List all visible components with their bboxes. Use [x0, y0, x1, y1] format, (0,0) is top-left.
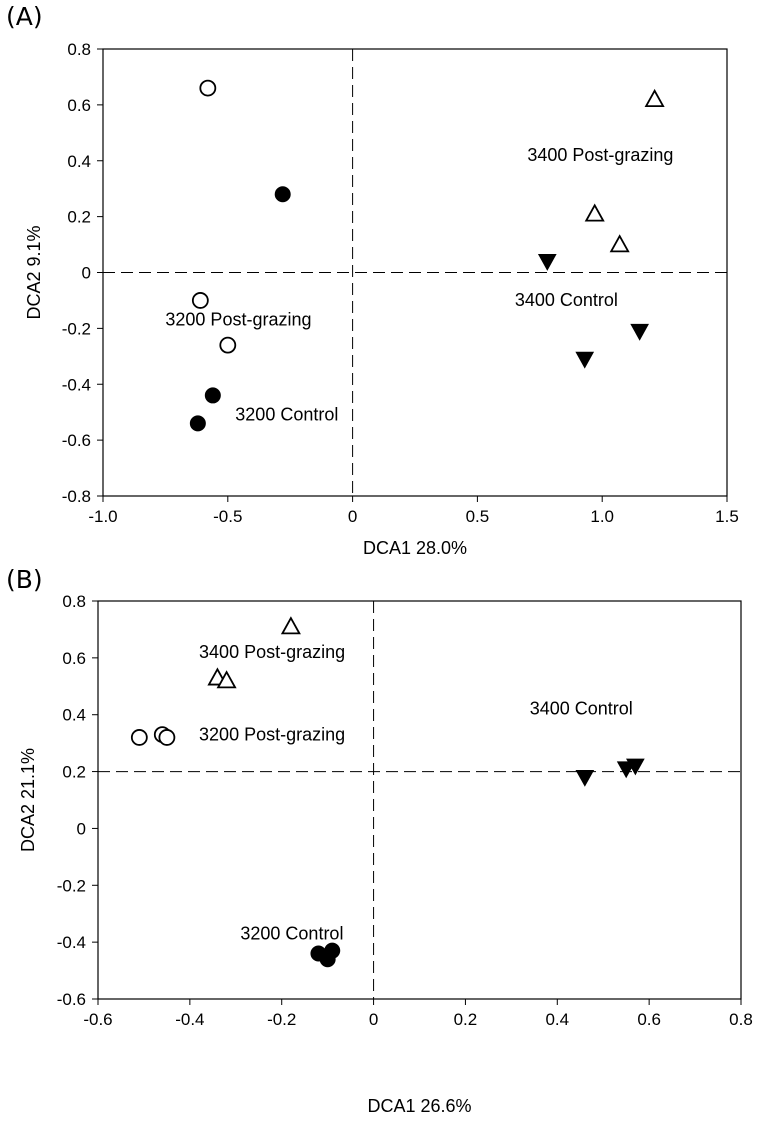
group-annotation: 3400 Control [515, 290, 618, 310]
y-tick-label: 0.8 [67, 40, 91, 59]
chart-a: -1.0 -0.5 0 0.5 1.0 1.5 -0.8 -0.6 -0.4 -0.2 0 0.2 0.… [24, 40, 739, 558]
panel-a: (A) -1.0 -0.5 0 0.5 1.0 1.5 -0.8 -0.6 -0.4 -0.2 0 0… [6, 2, 739, 558]
x-tick-label: -0.4 [175, 1010, 204, 1029]
open-circle-point [219, 336, 237, 354]
x-tick-label: 1.0 [590, 507, 614, 526]
group-annotation: 3200 Control [240, 923, 343, 943]
filled-triangle-point [630, 323, 649, 341]
group-annotation: 3200 Post-grazing [165, 310, 311, 330]
chart-b: -0.6 -0.4 -0.2 0 0.2 0.4 0.6 0.8 -0.6 -0.4 -0.2 0 0.… [18, 592, 753, 1116]
y-tick-label: 0.2 [67, 208, 91, 227]
y-axis-title: DCA2 21.1% [18, 748, 38, 852]
filled-triangle-point [626, 758, 645, 776]
x-tick-label: 0 [348, 507, 357, 526]
x-tick-label: 0 [369, 1010, 378, 1029]
x-axis-title: DCA1 26.6% [367, 1096, 471, 1116]
x-tick-label: 0.2 [454, 1010, 478, 1029]
filled-circle-point [204, 387, 221, 404]
x-tick-label: -1.0 [88, 507, 117, 526]
x-tick-label: -0.5 [213, 507, 242, 526]
group-annotation: 3400 Control [530, 699, 633, 719]
y-tick-label: 0 [82, 264, 91, 283]
group-annotation: 3400 Post-grazing [527, 145, 673, 165]
y-tick-label: -0.4 [57, 933, 86, 952]
open-circle-point [130, 729, 148, 746]
y-tick-label: 0.4 [67, 152, 91, 171]
panel-b-label: (B) [6, 565, 43, 594]
open-circle-point [158, 729, 176, 746]
open-circle-point [191, 292, 209, 309]
panel-b: (B) -0.6 -0.4 -0.2 0 0.2 0.4 0.6 0.8 -0.6 -0.4 -0.… [0, 565, 771, 1129]
panel-a-label: (A) [6, 2, 43, 31]
y-tick-label: -0.6 [62, 431, 91, 450]
filled-triangle-point [575, 351, 595, 369]
y-tick-label: 0.4 [62, 706, 86, 725]
open-triangle-point [216, 670, 237, 689]
filled-triangle-point [575, 769, 595, 787]
filled-circle-point [189, 415, 206, 432]
x-axis-title: DCA1 28.0% [363, 538, 467, 558]
x-tick-label: 0.6 [637, 1010, 661, 1029]
x-tick-label: -0.6 [83, 1010, 112, 1029]
filled-circle-point [324, 942, 341, 959]
open-triangle-point [280, 616, 301, 635]
y-tick-label: 0.8 [62, 592, 86, 611]
y-tick-label: -0.2 [62, 319, 91, 338]
x-tick-label: 0.4 [545, 1010, 569, 1029]
group-annotation: 3400 Post-grazing [199, 642, 345, 662]
x-tick-label: 0.8 [729, 1010, 753, 1029]
x-tick-label: 1.5 [715, 507, 739, 526]
open-triangle-point [584, 203, 605, 222]
plot-frame [97, 600, 742, 1000]
y-tick-label: 0 [77, 819, 86, 838]
y-tick-label: -0.2 [57, 876, 86, 895]
y-tick-label: -0.6 [57, 990, 86, 1009]
y-axis-title: DCA2 9.1% [24, 225, 44, 319]
y-tick-label: 0.2 [62, 763, 86, 782]
filled-circle-point [274, 186, 291, 203]
open-triangle-point [644, 88, 665, 107]
y-tick-label: -0.4 [62, 375, 91, 394]
x-tick-label: 0.5 [466, 507, 490, 526]
group-annotation: 3200 Control [235, 405, 338, 425]
open-circle-point [199, 79, 217, 97]
x-tick-label: -0.2 [267, 1010, 296, 1029]
y-tick-label: 0.6 [62, 649, 86, 668]
y-tick-label: 0.6 [67, 96, 91, 115]
filled-triangle-point [537, 254, 557, 271]
group-annotation: 3200 Post-grazing [199, 724, 345, 744]
y-tick-label: -0.8 [62, 487, 91, 506]
open-triangle-point [609, 234, 630, 253]
